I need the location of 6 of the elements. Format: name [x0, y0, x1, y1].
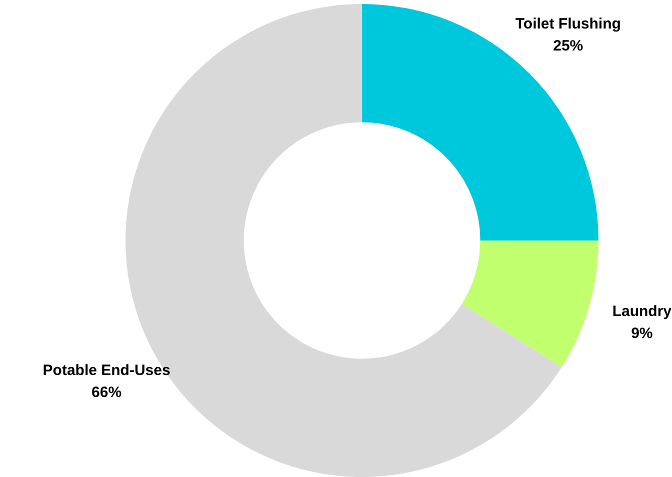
slice-label: Toilet Flushing — [515, 16, 621, 33]
data-label: 25% — [553, 38, 584, 55]
data-label: 66% — [92, 384, 122, 402]
data-label: 9% — [631, 324, 653, 342]
slice-label: Laundry — [612, 302, 672, 320]
slice-label: Potable End-Uses — [42, 362, 170, 380]
